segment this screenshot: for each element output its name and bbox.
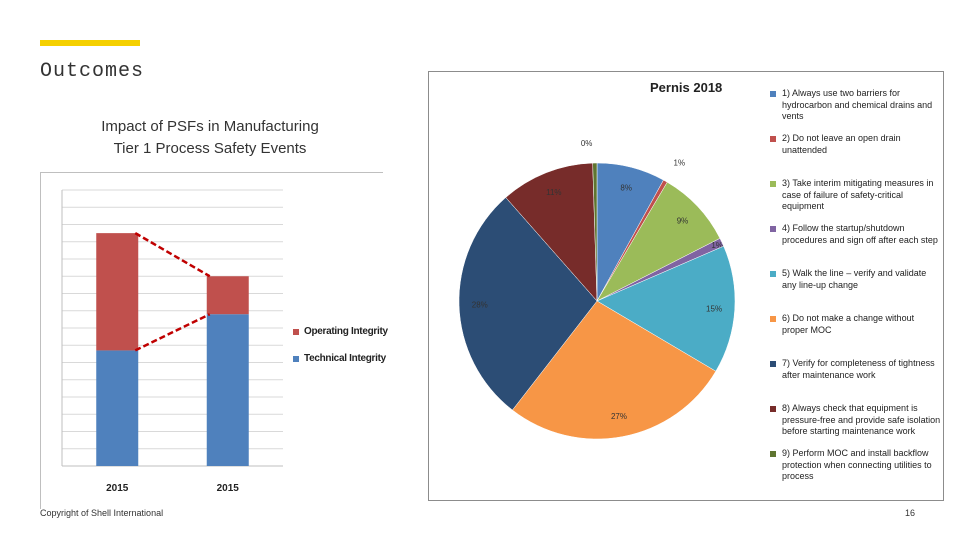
- bar-chart-title: Impact of PSFs in Manufacturing Tier 1 P…: [60, 116, 360, 160]
- bar-legend-label-technical: Technical Integrity: [304, 353, 386, 364]
- pie-legend-swatch: [770, 451, 776, 457]
- pie-legend-label: 7) Verify for completeness of tightness …: [782, 358, 935, 380]
- pie-legend-item-8: 8) Always check that equipment is pressu…: [770, 403, 942, 448]
- pie-legend-swatch: [770, 226, 776, 232]
- pie-legend-swatch: [770, 136, 776, 142]
- pie-legend-label: 6) Do not make a change without proper M…: [782, 313, 915, 335]
- pie-legend-swatch: [770, 361, 776, 367]
- pie-legend-item-4: 4) Follow the startup/shutdown procedure…: [770, 223, 942, 268]
- pie-legend-label: 9) Perform MOC and install backflow prot…: [782, 448, 932, 481]
- pie-legend-item-3: 3) Take interim mitigating measures in c…: [770, 178, 942, 223]
- bar-chart-frame: [40, 172, 383, 509]
- pie-legend-swatch: [770, 316, 776, 322]
- bar-legend-item-technical: Technical Integrity: [293, 345, 388, 372]
- accent-bar: [40, 40, 140, 46]
- pie-legend-item-5: 5) Walk the line – verify and validate a…: [770, 268, 942, 313]
- bar-legend-swatch-operating: [293, 328, 299, 335]
- bar-legend-label-operating: Operating Integrity: [304, 326, 388, 337]
- pie-legend-item-9: 9) Perform MOC and install backflow prot…: [770, 448, 942, 493]
- pie-legend-item-1: 1) Always use two barriers for hydrocarb…: [770, 88, 942, 133]
- slide-title: Outcomes: [40, 60, 145, 83]
- pie-legend-swatch: [770, 91, 776, 97]
- pie-legend-swatch: [770, 181, 776, 187]
- pie-legend-item-2: 2) Do not leave an open drain unattended: [770, 133, 942, 178]
- pie-legend-label: 5) Walk the line – verify and validate a…: [782, 268, 927, 290]
- footer-copyright: Copyright of Shell International: [40, 508, 164, 518]
- pie-legend-label: 4) Follow the startup/shutdown procedure…: [782, 223, 938, 245]
- bar-chart-legend: Operating Integrity Technical Integrity: [293, 318, 388, 372]
- bar-chart-title-line1: Impact of PSFs in Manufacturing: [101, 118, 319, 135]
- pie-legend-swatch: [770, 271, 776, 277]
- pie-legend-label: 1) Always use two barriers for hydrocarb…: [782, 88, 933, 121]
- bar-chart-title-line2: Tier 1 Process Safety Events: [113, 140, 307, 157]
- pie-legend-label: 3) Take interim mitigating measures in c…: [782, 178, 934, 211]
- bar-legend-item-operating: Operating Integrity: [293, 318, 388, 345]
- pie-chart-title: Pernis 2018: [650, 80, 723, 95]
- pie-legend-item-7: 7) Verify for completeness of tightness …: [770, 358, 942, 403]
- pie-legend-swatch: [770, 406, 776, 412]
- bar-legend-swatch-technical: [293, 355, 299, 362]
- page-number: 16: [905, 508, 916, 518]
- pie-legend-item-6: 6) Do not make a change without proper M…: [770, 313, 942, 358]
- pie-legend-label: 8) Always check that equipment is pressu…: [782, 403, 941, 436]
- pie-legend-label: 2) Do not leave an open drain unattended: [782, 133, 901, 155]
- pie-chart-legend: 1) Always use two barriers for hydrocarb…: [770, 88, 942, 493]
